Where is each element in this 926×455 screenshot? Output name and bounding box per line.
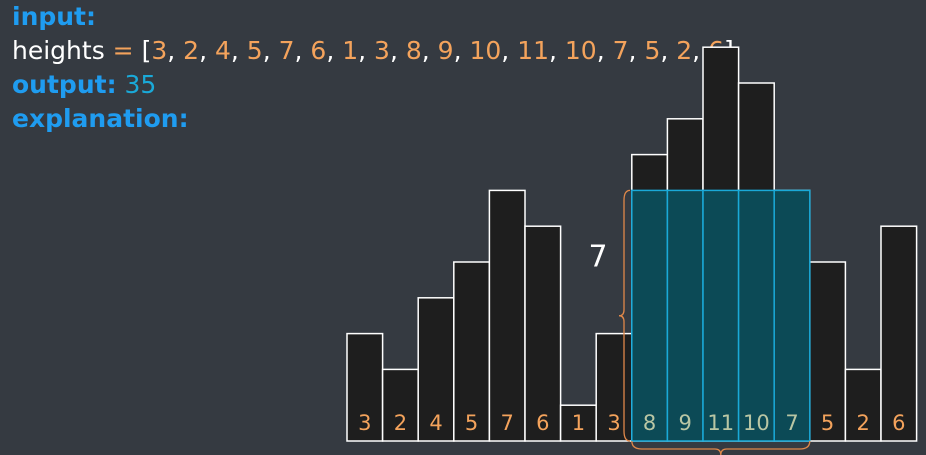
separator: , (660, 36, 677, 65)
bar (524, 225, 562, 442)
bar-label: 5 (821, 411, 834, 435)
bar-label: 6 (536, 411, 549, 435)
separator: , (294, 36, 311, 65)
height-value: 7 (612, 36, 629, 65)
bar-label: 2 (857, 411, 870, 435)
bar (417, 297, 455, 442)
bar (453, 261, 491, 442)
bar-label: 5 (465, 411, 478, 435)
bar-label: 1 (572, 411, 585, 435)
bar-label: 7 (501, 411, 514, 435)
height-value: 3 (151, 36, 168, 65)
height-value: 4 (214, 36, 231, 65)
height-value: 3 (374, 36, 390, 65)
highlight-cell (702, 189, 740, 442)
bar-label: 11 (707, 411, 734, 435)
bar (488, 189, 526, 442)
separator: , (628, 36, 645, 65)
height-value: 10 (564, 36, 597, 65)
highlight-cell (737, 189, 775, 442)
height-value: 5 (246, 36, 263, 65)
height-brace (618, 189, 631, 442)
separator: , (596, 36, 613, 65)
text-block: input: heights = [3, 2, 4, 5, 7, 6, 1, 3… (12, 0, 734, 136)
height-value: 2 (676, 36, 693, 65)
separator: , (389, 36, 406, 65)
highlight-cell (666, 189, 704, 442)
bar (381, 368, 419, 442)
heights-line: heights = [3, 2, 4, 5, 7, 6, 1, 3, 8, 9,… (12, 34, 734, 68)
highlight-cell (773, 189, 811, 442)
height-value: 11 (517, 36, 549, 65)
height-value: 2 (183, 36, 200, 65)
bar-label: 9 (679, 411, 692, 435)
bar (809, 261, 847, 442)
bar-label: 10 (743, 411, 770, 435)
separator: , (230, 36, 247, 65)
output-value: 35 (124, 70, 157, 99)
height-value: 7 (278, 36, 295, 65)
separator: , (453, 36, 470, 65)
height-label: 7 (588, 240, 607, 275)
separator: , (358, 36, 375, 65)
input-label: input: (12, 2, 97, 31)
equals: = (112, 36, 134, 65)
bar-label: 3 (358, 411, 371, 435)
width-brace (631, 440, 811, 455)
height-value: 6 (310, 36, 327, 65)
separator: , (167, 36, 184, 65)
separator: , (501, 36, 518, 65)
explanation-label: explanation: (12, 104, 189, 133)
separator: , (549, 36, 565, 65)
bar-label: 4 (429, 411, 442, 435)
separator: , (421, 36, 438, 65)
bar-label: 8 (643, 411, 656, 435)
bar (595, 332, 633, 442)
bar-label: 3 (607, 411, 620, 435)
separator: , (326, 36, 343, 65)
height-value: 5 (644, 36, 661, 65)
height-value: 10 (469, 36, 502, 65)
highlight-cell (631, 189, 669, 442)
height-value: 8 (405, 36, 422, 65)
separator: , (262, 36, 279, 65)
bar-label: 2 (394, 411, 407, 435)
bar-label: 6 (892, 411, 905, 435)
output-label: output: (12, 70, 117, 99)
separator: , (692, 36, 709, 65)
bar-label: 7 (785, 411, 798, 435)
height-value: 1 (342, 36, 359, 65)
bar (880, 225, 918, 442)
open-bracket: [ (141, 36, 152, 65)
bar (844, 368, 882, 442)
separator: , (199, 36, 215, 65)
var-name: heights (12, 36, 105, 65)
height-value: 9 (437, 36, 454, 65)
bar (346, 332, 384, 442)
bar (559, 404, 597, 442)
